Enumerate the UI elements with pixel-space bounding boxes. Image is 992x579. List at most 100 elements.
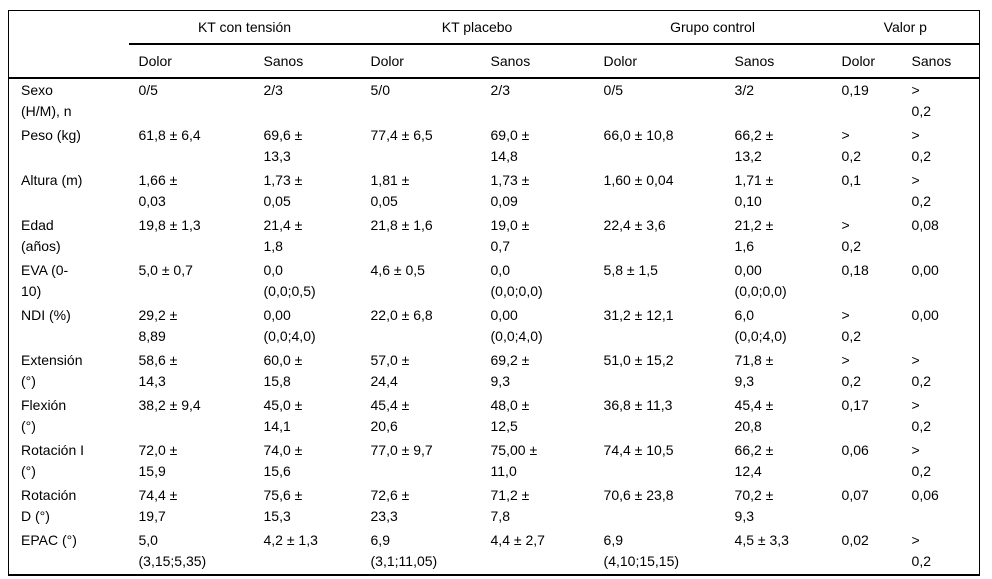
data-cell: 4,6 ± 0,5	[370, 262, 425, 278]
subheader-dolor-3: Dolor	[593, 44, 725, 79]
data-cell: 22,4 ± 3,6	[603, 217, 666, 233]
data-cell: 75,00 ± 11,0	[490, 442, 538, 479]
data-cell: 5,8 ± 1,5	[603, 262, 658, 278]
data-cell: 77,0 ± 9,7	[370, 442, 433, 458]
data-cell: > 0,2	[911, 397, 932, 434]
data-cell: 1,71 ± 0,10	[734, 172, 774, 209]
data-cell: 0,00	[911, 307, 939, 323]
data-cell: 70,2 ± 9,3	[734, 487, 774, 524]
data-cell: 48,0 ± 12,5	[490, 397, 530, 434]
data-cell: 0,00	[911, 262, 939, 278]
data-cell: 61,8 ± 6,4	[138, 127, 201, 143]
table-row: NDI (%) 29,2 ± 8,89 0,00 (0,0;4,0) 22,0 ± 6…	[9, 304, 980, 349]
data-cell: 21,8 ± 1,6	[370, 217, 433, 233]
data-cell: 6,9 (4,10;15,15)	[603, 532, 680, 569]
group-header-grupo-control: Grupo control	[593, 10, 832, 45]
table-row: Rotación I (°) 72,0 ± 15,9 74,0 ± 15,6 77,0…	[9, 439, 980, 484]
data-cell: 21,2 ± 1,6	[734, 217, 774, 254]
row-label: Flexión (°)	[21, 397, 67, 434]
data-cell: 0,18	[841, 262, 869, 278]
data-cell: 0/5	[138, 82, 158, 98]
data-cell: > 0,2	[911, 352, 932, 389]
data-cell: 74,4 ± 10,5	[603, 442, 674, 458]
data-cell: 45,4 ± 20,8	[734, 397, 774, 434]
row-label: Extensión (°)	[21, 352, 83, 389]
data-cell: 0,0 (0,0;0,0)	[490, 262, 543, 299]
data-cell: 69,6 ± 13,3	[263, 127, 303, 164]
data-cell: 4,4 ± 2,7	[490, 532, 545, 548]
data-cell: > 0,2	[911, 82, 932, 119]
data-cell: 69,2 ± 9,3	[490, 352, 530, 389]
data-cell: 0,08	[911, 217, 939, 233]
data-cell: > 0,2	[911, 442, 932, 479]
data-cell: 66,2 ± 12,4	[734, 442, 774, 479]
clinical-results-table: KT con tensión KT placebo Grupo control …	[8, 10, 981, 576]
data-cell: > 0,2	[841, 307, 862, 344]
row-label: Sexo (H/M), n	[21, 82, 72, 119]
data-cell: 21,4 ± 1,8	[263, 217, 303, 254]
data-cell: 74,0 ± 15,6	[263, 442, 303, 479]
data-cell: 31,2 ± 12,1	[603, 307, 674, 323]
data-cell: 29,2 ± 8,89	[138, 307, 178, 344]
data-cell: 22,0 ± 6,8	[370, 307, 433, 323]
data-cell: 1,81 ± 0,05	[370, 172, 410, 209]
data-cell: 38,2 ± 9,4	[138, 397, 201, 413]
data-cell: 0,06	[841, 442, 869, 458]
data-cell: 69,0 ± 14,8	[490, 127, 530, 164]
data-cell: 60,0 ± 15,8	[263, 352, 303, 389]
data-cell: 0/5	[603, 82, 623, 98]
table-row: Extensión (°) 58,6 ± 14,3 60,0 ± 15,8 57,0 …	[9, 349, 980, 394]
data-cell: > 0,2	[841, 352, 862, 389]
table-row: EPAC (°) 5,0 (3,15;5,35) 4,2 ± 1,3 6,9 (3,1…	[9, 529, 980, 575]
row-label: EPAC (°)	[21, 532, 77, 548]
data-cell: > 0,2	[911, 127, 932, 164]
table-row: Flexión (°) 38,2 ± 9,4 45,0 ± 14,1 45,4 ± 2…	[9, 394, 980, 439]
group-header-valor-p: Valor p	[831, 10, 980, 45]
row-label: Altura (m)	[21, 172, 83, 188]
subheader-dolor-1: Dolor	[128, 44, 254, 79]
table-row: Edad (años) 19,8 ± 1,3 21,4 ± 1,8 21,8 ± 1,…	[9, 214, 980, 259]
data-cell: 45,4 ± 20,6	[370, 397, 410, 434]
data-cell: 19,0 ± 0,7	[490, 217, 530, 254]
data-cell: 2/3	[490, 82, 510, 98]
subheader-empty	[8, 44, 129, 79]
data-cell: 5,0 ± 0,7	[138, 262, 193, 278]
data-cell: 57,0 ± 24,4	[370, 352, 410, 389]
data-cell: 4,5 ± 3,3	[734, 532, 789, 548]
data-cell: 0,07	[841, 487, 869, 503]
data-cell: 1,73 ± 0,09	[490, 172, 530, 209]
table-body: Sexo (H/M), n 0/5 2/3 5/0 2/3 0/5 3/2 0,19 > 0,2…	[9, 78, 980, 575]
data-cell: 5,0 (3,15;5,35)	[138, 532, 207, 569]
data-cell: 51,0 ± 15,2	[603, 352, 674, 368]
data-cell: 72,6 ± 23,3	[370, 487, 410, 524]
data-cell: 6,9 (3,1;11,05)	[370, 532, 438, 569]
data-cell: 75,6 ± 15,3	[263, 487, 303, 524]
group-header-kt-con-tension: KT con tensión	[128, 10, 361, 45]
data-cell: 45,0 ± 14,1	[263, 397, 303, 434]
data-cell: 3/2	[734, 82, 754, 98]
data-cell: 1,73 ± 0,05	[263, 172, 303, 209]
data-cell: 77,4 ± 6,5	[370, 127, 433, 143]
data-cell: 58,6 ± 14,3	[138, 352, 178, 389]
data-cell: 0,00 (0,0;0,0)	[734, 262, 787, 299]
table-row: Altura (m) 1,66 ± 0,03 1,73 ± 0,05 1,81 ± 0…	[9, 169, 980, 214]
subheader-sanos-4: Sanos	[901, 44, 980, 79]
data-cell: 1,60 ± 0,04	[603, 172, 674, 188]
row-label: EVA (0- 10)	[21, 262, 69, 299]
data-cell: 19,8 ± 1,3	[138, 217, 201, 233]
subheader-dolor-4: Dolor	[831, 44, 902, 79]
data-cell: 4,2 ± 1,3	[263, 532, 318, 548]
row-label: NDI (%)	[21, 307, 71, 323]
data-cell: 1,66 ± 0,03	[138, 172, 178, 209]
subheader-row: Dolor Sanos Dolor Sanos Dolor Sanos Dolo…	[8, 44, 980, 79]
data-cell: 71,8 ± 9,3	[734, 352, 774, 389]
data-cell: 36,8 ± 11,3	[603, 397, 673, 413]
table-row: EVA (0- 10) 5,0 ± 0,7 0,0 (0,0;0,5) 4,6 ± 0…	[9, 259, 980, 304]
subheader-sanos-1: Sanos	[253, 44, 361, 79]
table-row: Sexo (H/M), n 0/5 2/3 5/0 2/3 0/5 3/2 0,19 > 0,2	[9, 78, 980, 124]
data-cell: 0,0 (0,0;0,5)	[263, 262, 316, 299]
group-header-row: KT con tensión KT placebo Grupo control …	[9, 10, 980, 45]
data-cell: > 0,2	[841, 127, 862, 164]
data-cell: 0,00 (0,0;4,0)	[490, 307, 543, 344]
table-row: Rotación D (°) 74,4 ± 19,7 75,6 ± 15,3 72,6…	[9, 484, 980, 529]
